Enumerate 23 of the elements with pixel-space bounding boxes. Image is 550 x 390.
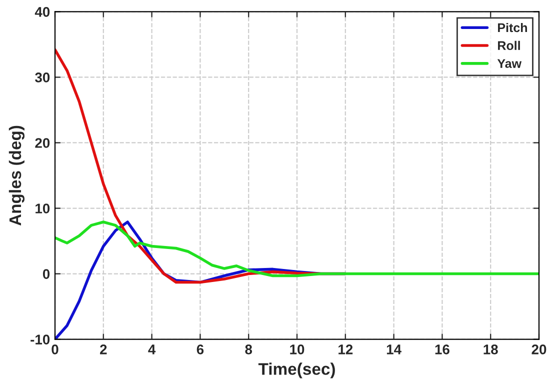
y-tick-label: 40 <box>34 7 50 17</box>
x-tick-label: 14 <box>386 344 402 354</box>
y-axis-title: Angles (deg) <box>8 126 25 226</box>
legend-label: Pitch <box>498 22 527 32</box>
x-tick-label: 10 <box>290 344 304 354</box>
x-tick-label: 4 <box>148 344 156 354</box>
x-tick-label: 12 <box>338 344 353 354</box>
y-tick-label: 0 <box>42 269 50 279</box>
x-axis-title: Time(sec) <box>258 362 335 378</box>
x-tick-label: 18 <box>484 344 498 354</box>
line-series <box>55 220 539 278</box>
x-tick-label: 8 <box>245 344 252 354</box>
x-tick-label: 6 <box>196 344 204 354</box>
x-tick-label: 2 <box>100 344 107 354</box>
x-tick-label: 0 <box>52 344 58 354</box>
x-tick-label: 16 <box>435 344 450 354</box>
y-tick-label: -10 <box>30 334 50 344</box>
y-tick-label: 30 <box>35 72 50 82</box>
legend-label: Yaw <box>497 59 522 68</box>
y-tick-label: 20 <box>35 138 50 148</box>
legend-label: Roll <box>498 40 520 50</box>
x-tick-label: 20 <box>532 344 546 354</box>
y-tick-label: 10 <box>36 204 50 214</box>
